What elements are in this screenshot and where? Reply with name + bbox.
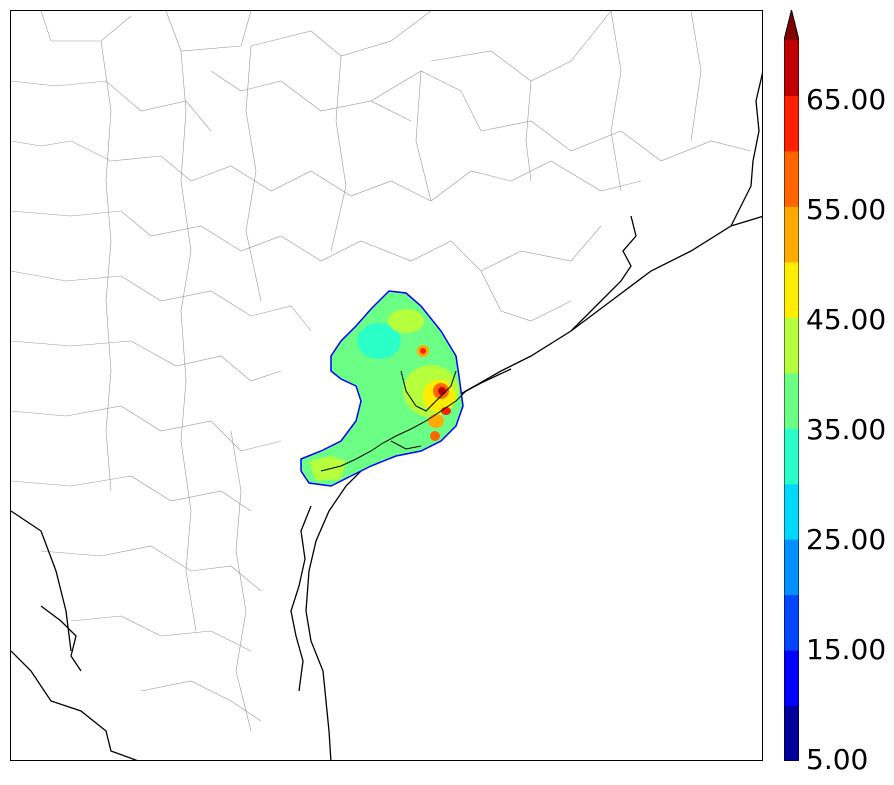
map-canvas [11, 11, 762, 760]
colorbar-segment [784, 539, 799, 596]
colorbar-extend-arrow [784, 10, 799, 40]
colorbar-segment [784, 40, 799, 96]
colorbar-segment [784, 428, 799, 485]
colorbar-segment [784, 317, 799, 374]
bay-lines [320, 370, 467, 472]
colorbar-border [784, 10, 799, 761]
colorbar [784, 10, 799, 761]
colorbar-label-45: 45.00 [806, 303, 887, 336]
colorbar-label-65: 65.00 [806, 83, 887, 116]
colorbar-segment [784, 372, 799, 429]
colorbar-label-5: 5.00 [806, 743, 869, 776]
colorbar-segment [784, 95, 799, 152]
colorbar-segment [784, 483, 799, 540]
colorbar-segment [784, 261, 799, 318]
colorbar-segment [784, 150, 799, 207]
map-panel [10, 10, 763, 761]
county-boundaries [11, 11, 752, 732]
colorbar-segment [784, 594, 799, 651]
colorbar-label-35: 35.00 [806, 413, 887, 446]
colorbar-label-55: 55.00 [806, 193, 887, 226]
colorbar-segment [784, 206, 799, 263]
colorbar-segment [784, 705, 799, 761]
colorbar-label-25: 25.00 [806, 523, 887, 556]
colorbar-segment [784, 650, 799, 707]
colorbar-segments [784, 10, 799, 761]
field-outline [300, 290, 464, 487]
data-field [300, 290, 464, 487]
colorbar-label-15: 15.00 [806, 633, 887, 666]
